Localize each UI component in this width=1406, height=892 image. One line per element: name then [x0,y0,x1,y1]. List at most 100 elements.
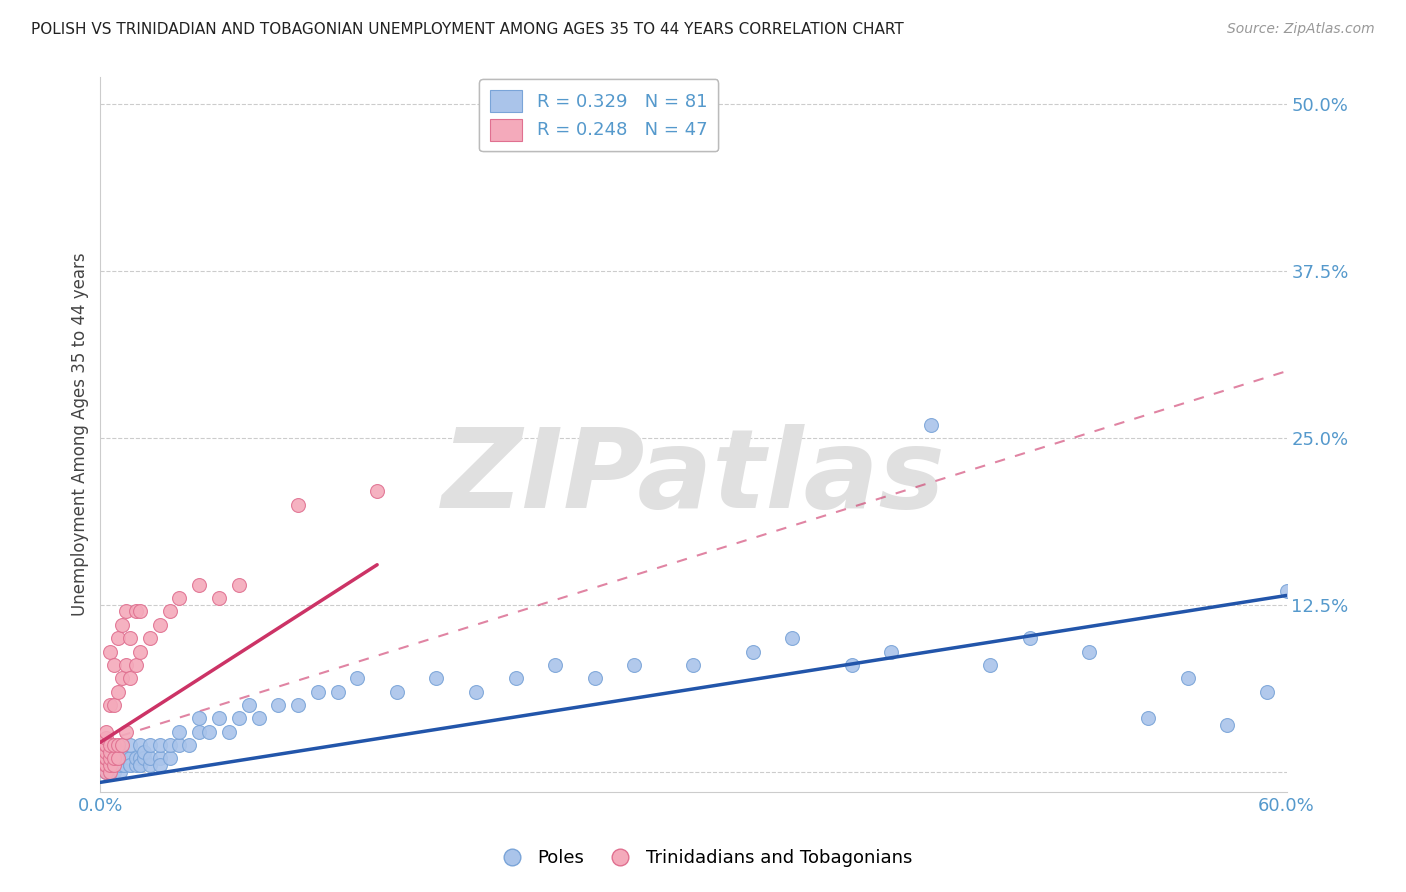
Point [112,758,135,772]
Point [228,711,250,725]
Point [103,751,125,765]
Point [98,751,121,765]
Point [1077,644,1099,658]
Point [118,751,141,765]
Point [1018,631,1040,645]
Point [96,758,118,772]
Point [139,758,162,772]
Point [125,604,148,618]
Point [108,758,131,772]
Point [112,751,135,765]
Point [139,631,162,645]
Point [98,751,121,765]
Point [108,758,131,772]
Legend: R = 0.329   N = 81, R = 0.248   N = 47: R = 0.329 N = 81, R = 0.248 N = 47 [479,79,718,152]
Point [115,604,138,618]
Point [118,631,141,645]
Point [118,671,141,685]
Point [111,738,134,752]
Point [96,745,118,759]
Point [96,751,118,765]
Point [125,657,148,672]
Point [118,758,141,772]
Point [159,751,181,765]
Point [583,671,606,685]
Point [96,731,118,746]
Point [920,417,942,432]
Point [228,578,250,592]
Point [149,758,172,772]
Text: Source: ZipAtlas.com: Source: ZipAtlas.com [1227,22,1375,37]
Point [115,751,138,765]
Point [107,684,129,698]
Point [425,671,447,685]
Point [307,684,329,698]
Point [149,751,172,765]
Point [108,764,131,779]
Point [125,751,148,765]
Point [139,738,162,752]
Point [98,764,121,779]
Point [1137,711,1160,725]
Point [108,758,131,772]
Point [198,724,221,739]
Point [107,738,129,752]
Point [1275,584,1298,599]
Point [128,758,150,772]
Point [128,738,150,752]
Point [132,751,155,765]
Point [128,604,150,618]
Point [159,738,181,752]
Text: ZIPatlas: ZIPatlas [441,424,945,531]
Point [247,711,270,725]
Point [98,758,121,772]
Point [623,657,645,672]
Point [118,738,141,752]
Point [169,724,191,739]
Point [132,745,155,759]
Point [111,671,134,685]
Point [103,758,125,772]
Legend: Poles, Trinidadians and Tobagonians: Poles, Trinidadians and Tobagonians [486,842,920,874]
Point [98,698,121,712]
Point [98,758,121,772]
Point [103,758,125,772]
Point [159,604,181,618]
Point [96,764,118,779]
Point [346,671,368,685]
Point [287,498,309,512]
Point [128,758,150,772]
Point [103,751,125,765]
Point [505,671,527,685]
Point [96,751,118,765]
Point [287,698,309,712]
Point [108,751,131,765]
Point [108,745,131,759]
Point [149,617,172,632]
Point [96,738,118,752]
Point [979,657,1001,672]
Point [103,657,125,672]
Point [208,711,231,725]
Point [385,684,408,698]
Point [115,657,138,672]
Y-axis label: Unemployment Among Ages 35 to 44 years: Unemployment Among Ages 35 to 44 years [72,252,89,616]
Point [841,657,863,672]
Point [98,738,121,752]
Point [188,578,211,592]
Point [682,657,704,672]
Point [112,758,135,772]
Point [96,751,118,765]
Point [149,738,172,752]
Point [111,617,134,632]
Point [128,751,150,765]
Point [107,631,129,645]
Point [96,758,118,772]
Point [98,764,121,779]
Point [179,738,201,752]
Point [103,698,125,712]
Point [880,644,903,658]
Point [326,684,349,698]
Point [103,738,125,752]
Point [96,758,118,772]
